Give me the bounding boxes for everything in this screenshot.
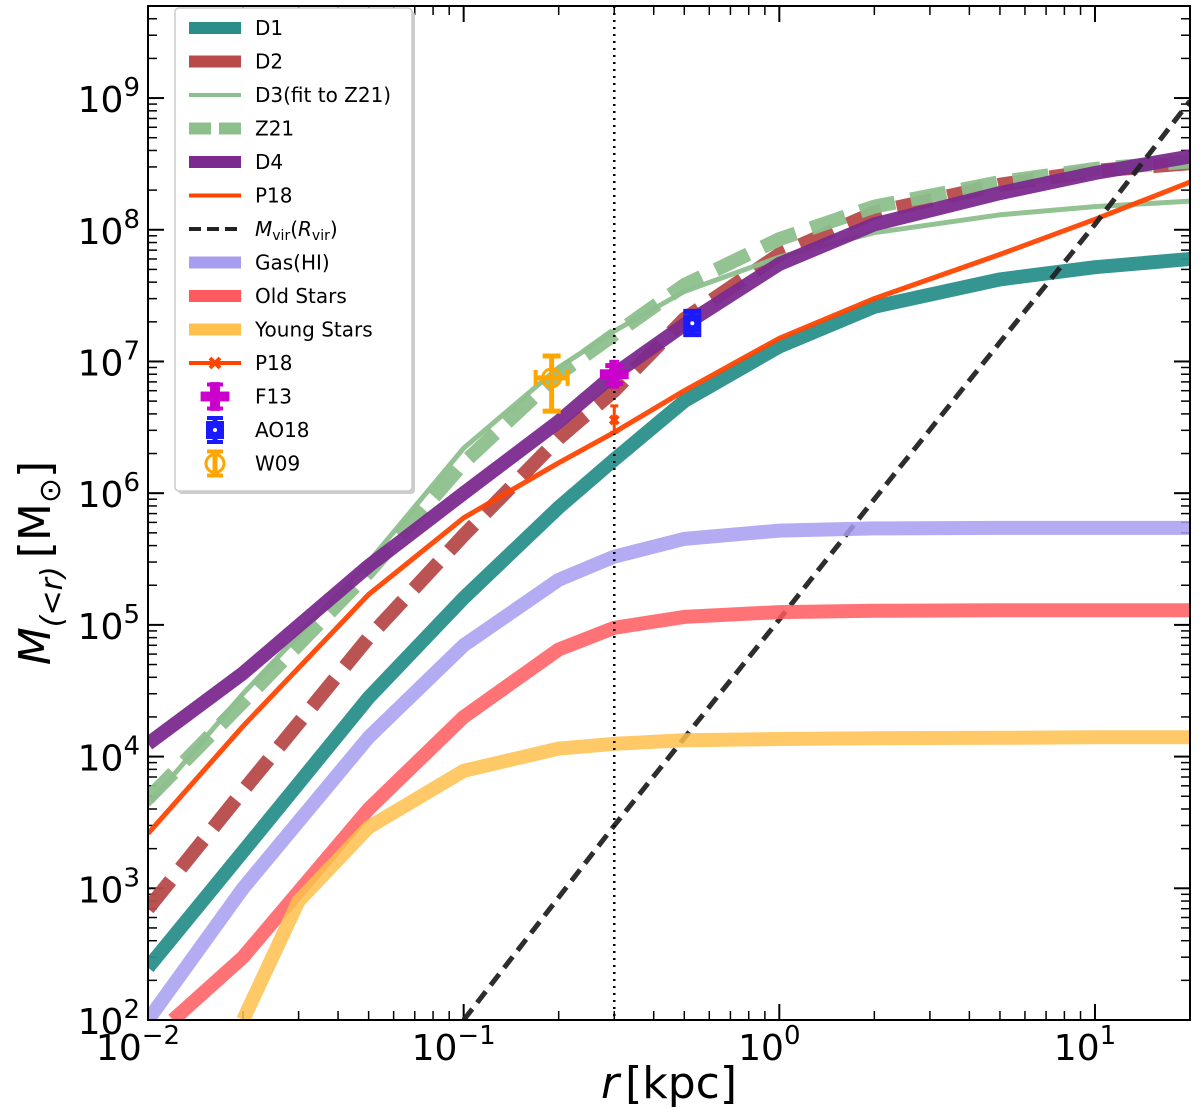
x-tick-label: 10−1	[412, 1021, 496, 1069]
legend-label: D4	[255, 150, 283, 174]
tick-labels: 10−2 10−1 100 101 102 103 104 105 106 107 108 109	[78, 73, 1117, 1069]
legend-item-old-stars: Old Stars	[189, 284, 347, 308]
x-tick-label: 101	[1054, 1021, 1116, 1069]
legend-item-ao18: AO18	[206, 416, 310, 444]
legend-item-young-stars: Young Stars	[189, 318, 373, 342]
legend-label: F13	[255, 385, 292, 409]
legend-label: Young Stars	[254, 318, 373, 342]
data-point-p18	[608, 404, 620, 434]
legend-label: Gas(HI)	[255, 251, 330, 275]
plot-frame	[147, 5, 1191, 1021]
legend-label: D1	[255, 16, 283, 40]
legend-item-d1: D1	[189, 16, 283, 40]
legend-label: Z21	[255, 117, 294, 141]
y-tick-label: 102	[78, 995, 140, 1043]
legend-item-mvir-rvir: Mvir(Rvir)	[189, 217, 338, 244]
legend-marker	[204, 449, 226, 478]
y-tick-label: 105	[78, 600, 140, 648]
points-layer	[533, 308, 702, 434]
legend-label: W09	[255, 452, 300, 476]
series-young-stars	[236, 730, 1190, 1020]
legend-item-p18: P18	[189, 351, 293, 375]
legend-label: P18	[255, 184, 293, 208]
legend-item-w09: W09	[204, 449, 300, 478]
legend-item-d2: D2	[189, 50, 283, 74]
series-d4	[148, 149, 1190, 750]
data-point-f13	[599, 359, 629, 389]
data-point-w09	[533, 353, 570, 414]
x-tick-label: 100	[738, 1021, 800, 1069]
series-p18	[148, 179, 1190, 836]
legend-marker	[206, 416, 224, 444]
legend-label: Old Stars	[255, 284, 347, 308]
legend-marker	[189, 356, 241, 370]
y-tick-label: 106	[78, 468, 140, 516]
legend-item-d4: D4	[189, 150, 283, 174]
series-old-stars	[168, 603, 1190, 1020]
legend-item-z21: Z21	[189, 117, 294, 141]
legend-item-gas-hi: Gas(HI)	[189, 251, 330, 275]
legend-label: D2	[255, 50, 283, 74]
legend-label: Mvir(Rvir)	[255, 217, 338, 244]
series-gas-hi	[148, 520, 1190, 1020]
y-tick-label: 108	[78, 205, 140, 253]
legend-label: AO18	[255, 418, 310, 442]
series-layer	[148, 99, 1190, 1020]
legend: D1 D2 D3(fit to Z21) Z21 D4 P18 Mvir(Rvir) Gas(…	[174, 7, 415, 494]
axis-labels: r [kpc] M(<r)[M⊙]	[10, 461, 737, 1109]
legend-item-p18: P18	[189, 184, 293, 208]
data-point-ao18	[683, 308, 702, 338]
series-z21	[148, 154, 1190, 804]
y-tick-label: 107	[78, 336, 140, 384]
legend-item-f13: F13	[200, 382, 292, 411]
y-axis-label: M(<r)[M⊙]	[10, 461, 70, 665]
x-tick-label: 10−2	[96, 1021, 180, 1069]
y-tick-label: 103	[78, 863, 140, 911]
y-tick-label: 104	[78, 732, 140, 780]
y-tick-label: 109	[78, 73, 140, 121]
legend-label: P18	[255, 351, 293, 375]
series-d1	[148, 252, 1190, 973]
legend-item-d3-fit-to-z21: D3(fit to Z21)	[189, 83, 391, 107]
x-axis-label: r [kpc]	[601, 1058, 737, 1109]
legend-label: D3(fit to Z21)	[255, 83, 391, 107]
legend-marker	[200, 382, 230, 411]
